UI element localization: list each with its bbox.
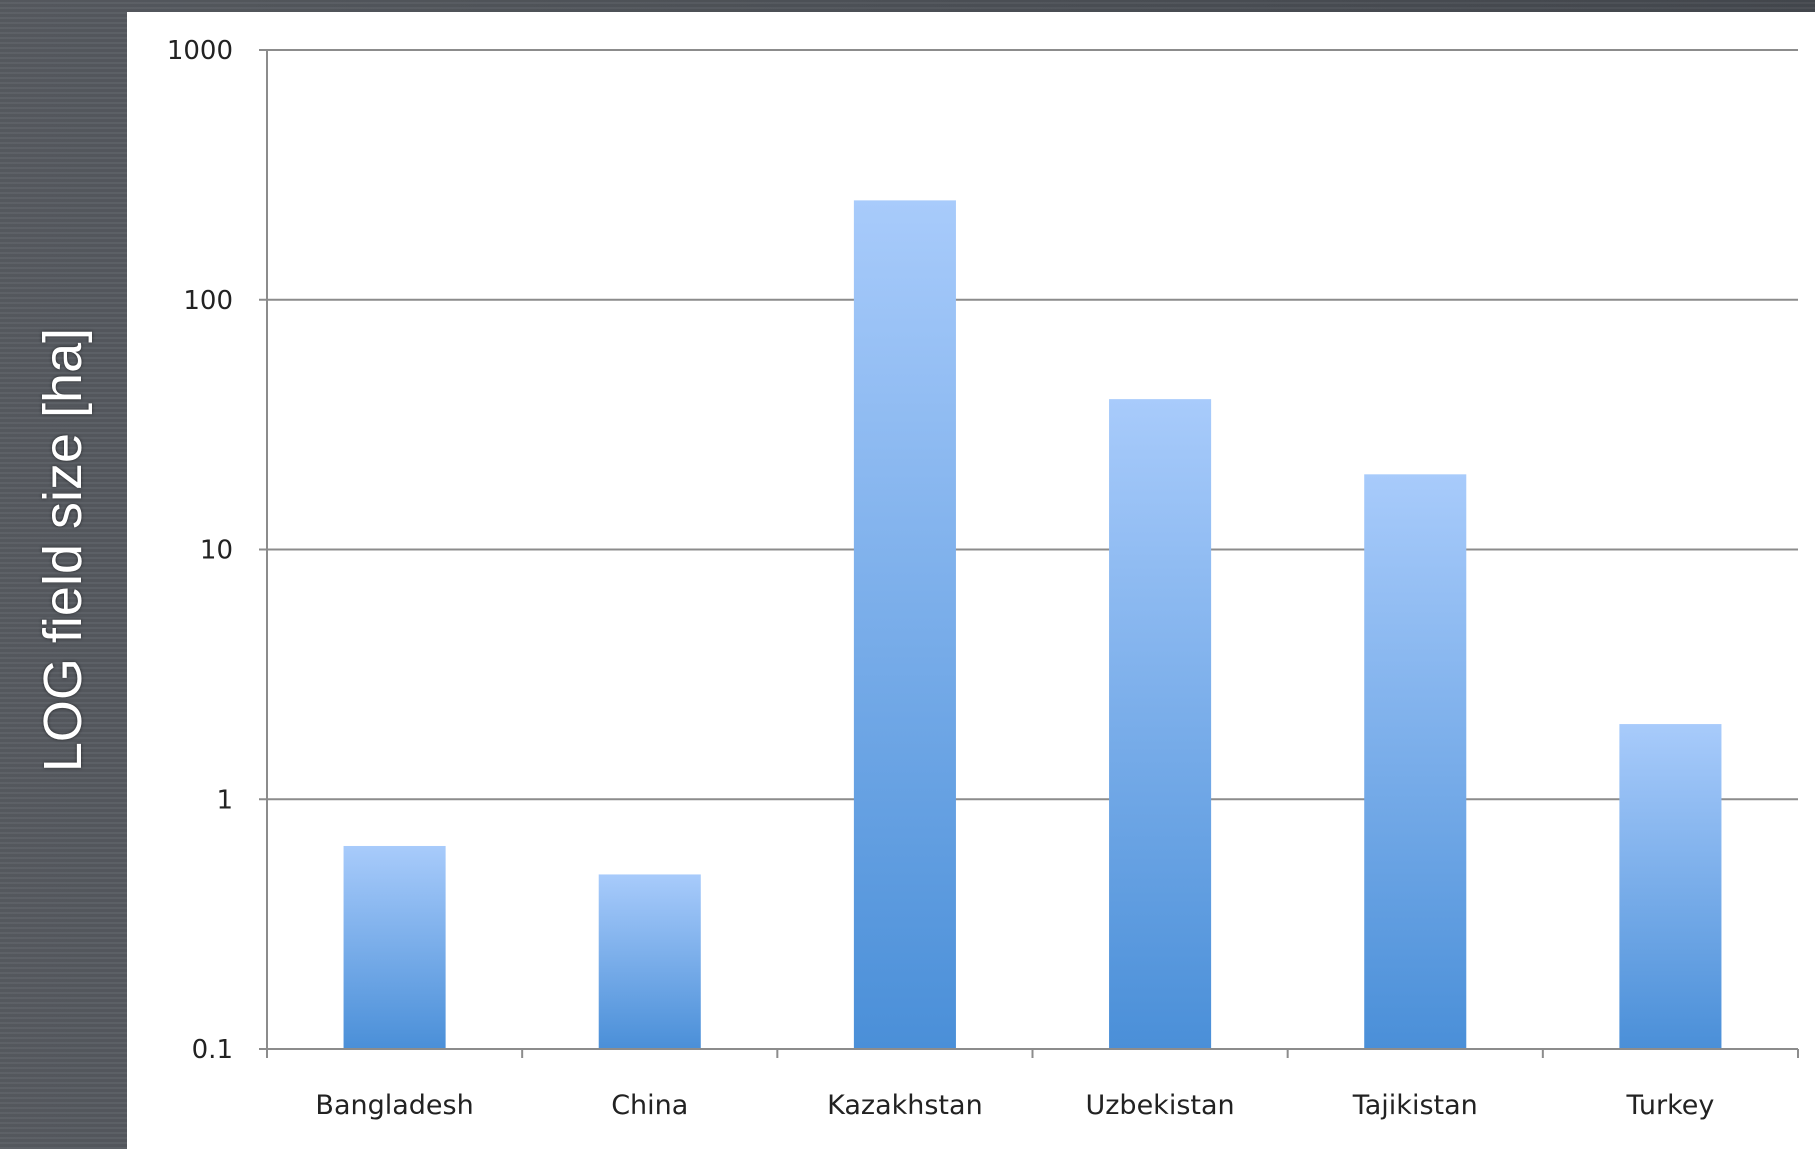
y-tick-label-1: 1: [216, 785, 233, 815]
x-tick-label-turkey: Turkey: [1625, 1090, 1714, 1121]
labels: 0.1 1 10 100 1000 Bangladesh China Kazakhstan Uz…: [167, 36, 1715, 1121]
y-tick-label-10: 10: [200, 536, 233, 566]
x-tick-label-tajikistan: Tajikistan: [1352, 1090, 1478, 1121]
bar-china: [598, 874, 701, 1049]
x-tick-label-uzbekistan: Uzbekistan: [1086, 1090, 1235, 1121]
x-tick-label-bangladesh: Bangladesh: [315, 1090, 473, 1121]
x-tick-label-china: China: [611, 1090, 688, 1121]
bar-uzbekistan: [1109, 399, 1212, 1050]
bar-bangladesh: [343, 845, 446, 1049]
bar-kazakhstan: [853, 200, 956, 1049]
x-tick-label-kazakhstan: Kazakhstan: [827, 1090, 983, 1121]
axes: [259, 49, 1799, 1058]
bar-turkey: [1619, 724, 1722, 1049]
bar-tajikistan: [1364, 474, 1467, 1049]
bars: [343, 200, 1722, 1050]
y-tick-label-100: 100: [183, 286, 233, 316]
grid-lines: [267, 49, 1798, 801]
y-tick-label-0.1: 0.1: [192, 1035, 233, 1065]
y-tick-label-1000: 1000: [167, 36, 233, 66]
